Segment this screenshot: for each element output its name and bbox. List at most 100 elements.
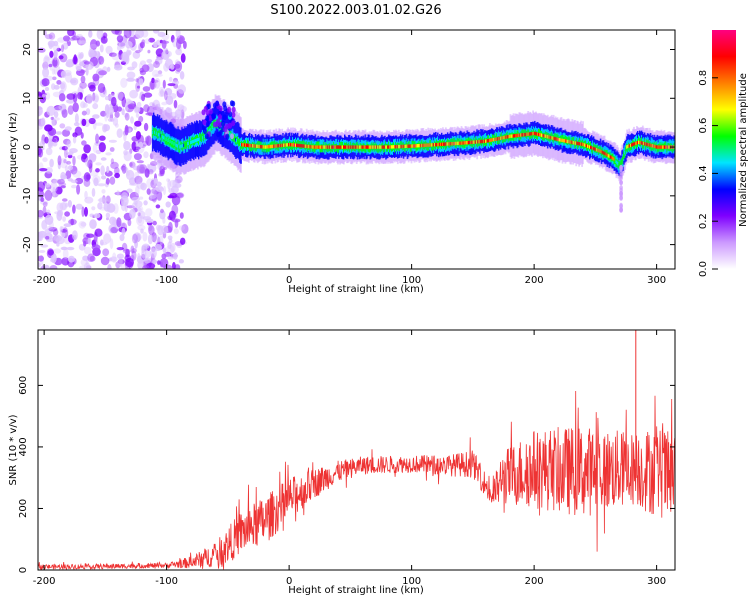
- ridge-core: [475, 140, 478, 144]
- noise-blob: [162, 167, 167, 170]
- ridge-core: [542, 134, 545, 138]
- ridge-core: [186, 142, 188, 146]
- noise-blob: [180, 53, 186, 63]
- noise-blob: [100, 165, 105, 176]
- ridge-core: [520, 133, 523, 137]
- noise-blob: [106, 203, 116, 213]
- noise-blob: [161, 225, 169, 235]
- noise-blob: [84, 206, 88, 217]
- noise-blob: [116, 247, 125, 251]
- noise-blob: [125, 257, 134, 268]
- noise-blob: [41, 265, 46, 269]
- ridge-core: [157, 132, 160, 137]
- ridge-blob: [218, 105, 223, 112]
- ridge-core: [459, 141, 462, 145]
- colorbar-ticks: 0.0 0.2 0.4 0.6 0.8: [698, 70, 718, 277]
- noise-blob: [145, 208, 153, 217]
- noise-blob: [116, 217, 122, 228]
- ridge-core: [404, 144, 407, 149]
- ridge-core: [403, 144, 406, 149]
- ridge-core: [572, 140, 575, 145]
- ridge-core: [616, 160, 619, 165]
- ridge-core: [294, 143, 296, 147]
- noise-blob: [56, 202, 64, 213]
- noise-blob: [152, 220, 157, 226]
- noise-blob: [42, 94, 46, 98]
- ridge-core: [597, 148, 600, 153]
- noise-blob: [41, 78, 50, 87]
- noise-blob: [124, 101, 129, 112]
- ridge-band: [168, 138, 171, 147]
- ridge-band: [295, 139, 297, 148]
- ridge-core: [152, 130, 155, 135]
- noise-blob: [45, 167, 53, 174]
- ridge-core: [553, 136, 556, 141]
- ridge-core: [471, 140, 474, 144]
- noise-blob: [44, 54, 50, 63]
- noise-blob: [129, 208, 136, 219]
- ridge-core: [634, 142, 636, 146]
- noise-blob: [40, 197, 45, 202]
- ridge-core: [185, 142, 187, 147]
- noise-blob: [61, 246, 68, 251]
- noise-blob: [176, 192, 185, 199]
- ridge-core: [578, 141, 580, 146]
- noise-blob: [88, 48, 95, 59]
- noise-blob: [135, 113, 140, 118]
- ridge-core: [529, 132, 531, 136]
- noise-blob: [93, 50, 100, 59]
- ridge-core: [485, 139, 487, 143]
- noise-blob: [172, 38, 178, 48]
- noise-blob: [151, 69, 160, 78]
- noise-blob: [65, 202, 69, 208]
- noise-blob: [81, 140, 87, 146]
- noise-blob: [63, 223, 72, 228]
- ridge-blob: [212, 121, 217, 128]
- ridge-core: [237, 140, 239, 144]
- ridge-core: [293, 143, 295, 147]
- ridge-band: [638, 136, 640, 145]
- ridge-band: [672, 145, 675, 153]
- noise-blob: [83, 262, 91, 269]
- ridge-core: [177, 144, 180, 148]
- snr-ylabel: SNR (10 * v/v): [8, 414, 19, 485]
- ridge-band: [592, 142, 595, 151]
- noise-blob: [81, 110, 87, 116]
- noise-blob: [60, 174, 68, 180]
- ridge-band: [627, 144, 629, 153]
- noise-blob: [137, 224, 146, 231]
- noise-blob: [138, 115, 144, 123]
- noise-blob: [116, 91, 124, 101]
- ridge-blob: [619, 192, 623, 198]
- noise-blob: [47, 40, 56, 47]
- snr-line: [38, 390, 675, 570]
- ridge-core: [500, 136, 503, 140]
- ridge-core: [305, 144, 308, 148]
- ridge-blob: [229, 100, 234, 107]
- y-tick-label: 20: [22, 43, 33, 56]
- snr-marks: [38, 330, 675, 570]
- noise-blob: [38, 190, 45, 198]
- ridge-core: [168, 139, 171, 143]
- noise-blob: [97, 202, 103, 210]
- ridge-core: [460, 141, 463, 145]
- ridge-core: [163, 136, 166, 140]
- ridge-core: [252, 144, 255, 148]
- noise-blob: [140, 228, 144, 234]
- noise-blob: [53, 40, 59, 47]
- ridge-core: [253, 144, 256, 148]
- noise-blob: [130, 116, 134, 124]
- noise-blob: [100, 157, 107, 161]
- noise-blob: [75, 203, 83, 210]
- ridge-core: [445, 142, 448, 146]
- noise-blob: [159, 165, 166, 175]
- noise-blob: [137, 215, 143, 224]
- ridge-core: [600, 149, 603, 154]
- ridge-core: [408, 144, 411, 148]
- ridge-core: [368, 145, 371, 149]
- noise-blob: [39, 168, 48, 172]
- noise-blob: [105, 45, 113, 55]
- ridge-blob: [231, 106, 236, 113]
- noise-blob: [110, 158, 114, 165]
- noise-blob: [53, 111, 59, 118]
